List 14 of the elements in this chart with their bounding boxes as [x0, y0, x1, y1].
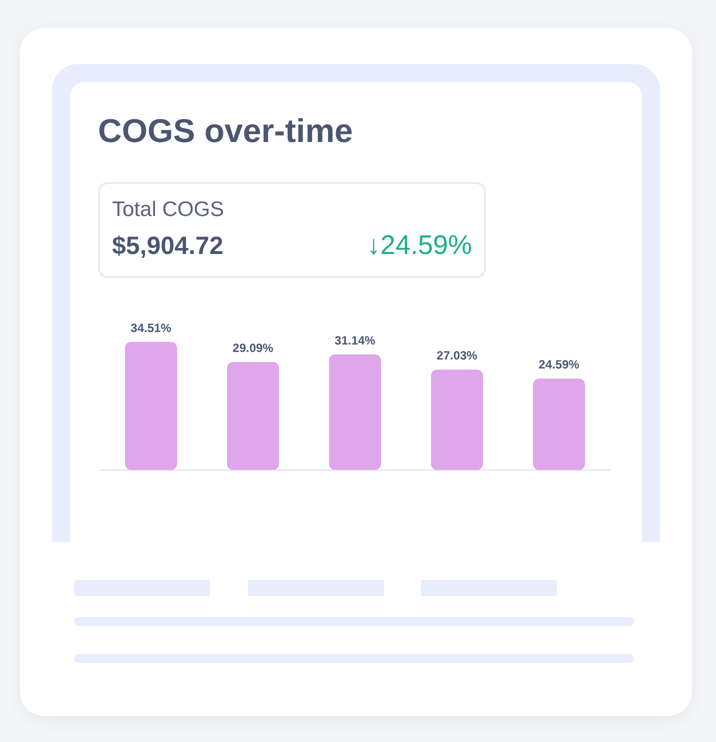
bar — [329, 354, 381, 470]
text: $5,904.72 — [112, 232, 224, 261]
bar — [125, 342, 177, 470]
data-label: 24.59% — [538, 358, 580, 372]
data-label: 31.14% — [334, 333, 376, 348]
chart-title: COGS over-time — [98, 112, 353, 150]
bar — [533, 378, 585, 470]
text: Total COGS — [112, 198, 224, 222]
data-label: 27.03% — [436, 348, 478, 363]
text: ↓24.59% — [366, 230, 472, 261]
data-label: 29.09% — [232, 340, 274, 355]
bar — [227, 362, 279, 470]
data-label: 34.51% — [130, 320, 172, 335]
bar — [431, 370, 483, 470]
